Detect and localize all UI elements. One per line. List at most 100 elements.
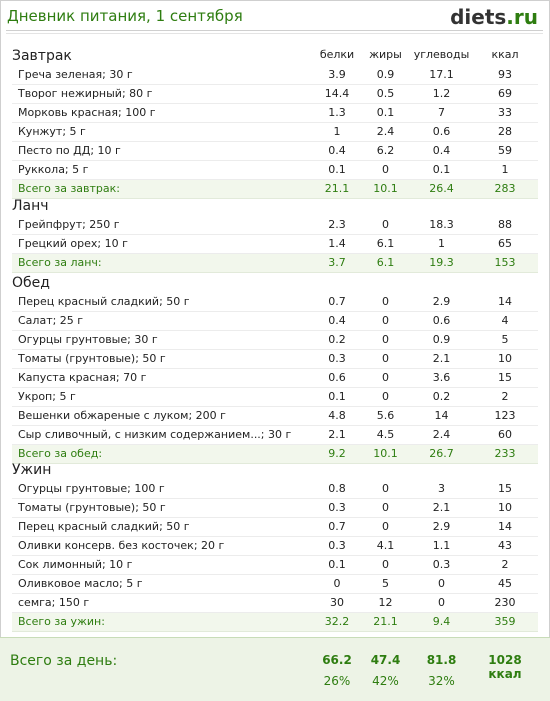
food-carbs-value: 3.6: [432, 371, 451, 384]
food-fat-value: 2.4: [376, 125, 395, 138]
food-fat-value: 6.2: [376, 144, 395, 157]
total-fat-value: 10.1: [373, 182, 398, 195]
total-protein-value: 21.1: [324, 182, 350, 195]
food-fat-value: 0: [382, 314, 389, 327]
food-carbs-value: 1.1: [432, 539, 451, 552]
food-name: Томаты (грунтовые); 50 г: [18, 501, 166, 514]
food-name: Грецкий орех; 10 г: [18, 237, 128, 250]
food-row[interactable]: Кунжут; 5 г 1 2.4 0.6 28: [12, 123, 538, 142]
food-row[interactable]: Творог нежирный; 80 г 14.4 0.5 1.2 69: [12, 85, 538, 104]
food-fat-value: 0: [382, 390, 389, 403]
food-protein-value: 0.3: [328, 501, 346, 514]
food-fat-value: 12: [378, 596, 393, 609]
column-header-carbs: углеводы: [413, 48, 470, 61]
food-fat-value: 0: [382, 352, 389, 365]
food-protein-value: 3.9: [328, 68, 346, 81]
food-row[interactable]: Песто по ДД; 10 г 0.4 6.2 0.4 59: [12, 142, 538, 161]
food-kcal-value: 88: [498, 218, 512, 231]
food-row[interactable]: Греча зеленая; 30 г 3.9 0.9 17.1 93: [12, 66, 538, 85]
meal-title: Завтрак: [12, 48, 72, 64]
total-protein-value: 3.7: [328, 256, 346, 269]
food-fat-value: 0: [382, 295, 389, 308]
food-row[interactable]: Грецкий орех; 10 г 1.4 6.1 1 65: [12, 235, 538, 254]
day-total-label: Всего за день:: [10, 653, 118, 669]
food-kcal-value: 1: [501, 163, 509, 176]
total-protein-value: 9.2: [328, 447, 346, 460]
food-carbs-value: 0: [438, 596, 445, 609]
meal-section: Завтрак Греча зеленая; 30 г 3.9 0.9 17.1 93 Тв…: [12, 46, 538, 199]
food-kcal-value: 4: [501, 314, 509, 327]
food-row[interactable]: семга; 150 г 30 12 0 230: [12, 594, 538, 613]
total-carbs-value: 19.3: [429, 256, 454, 269]
food-row[interactable]: Перец красный сладкий; 50 г 0.7 0 2.9 14: [12, 518, 538, 537]
meal-section: Обед Перец красный сладкий; 50 г 0.7 0 2.9 14…: [12, 273, 538, 464]
food-fat-value: 0.1: [376, 106, 395, 119]
total-kcal-value: 153: [494, 256, 516, 269]
food-row[interactable]: Томаты (грунтовые); 50 г 0.3 0 2.1 10: [12, 350, 538, 369]
meal-total-row: Всего за завтрак: 21.1 10.1 26.4 283: [12, 180, 538, 199]
meal-total-label: Всего за ланч:: [18, 256, 102, 269]
food-protein-value: 0.2: [328, 333, 346, 346]
food-row[interactable]: Руккола; 5 г 0.1 0 0.1 1: [12, 161, 538, 180]
food-row[interactable]: Сок лимонный; 10 г 0.1 0 0.3 2: [12, 556, 538, 575]
food-protein-value: 0.1: [328, 390, 346, 403]
header-divider: [6, 30, 543, 31]
food-row[interactable]: Капуста красная; 70 г 0.6 0 3.6 15: [12, 369, 538, 388]
food-row[interactable]: Перец красный сладкий; 50 г 0.7 0 2.9 14: [12, 293, 538, 312]
food-kcal-value: 10: [498, 352, 512, 365]
total-kcal-value: 283: [494, 182, 516, 195]
day-protein-percent: 26%: [323, 674, 351, 688]
food-row[interactable]: Огурцы грунтовые; 30 г 0.2 0 0.9 5: [12, 331, 538, 350]
food-row[interactable]: Укроп; 5 г 0.1 0 0.2 2: [12, 388, 538, 407]
food-fat-value: 0: [382, 558, 389, 571]
food-row[interactable]: Оливки консерв. без косточек; 20 г 0.3 4.1…: [12, 537, 538, 556]
food-row[interactable]: Огурцы грунтовые; 100 г 0.8 0 3 15: [12, 480, 538, 499]
food-protein-value: 0.1: [328, 163, 346, 176]
food-kcal-value: 14: [498, 295, 512, 308]
food-protein-value: 1: [333, 125, 341, 138]
food-fat-value: 4.5: [376, 428, 395, 441]
total-kcal-value: 233: [494, 447, 516, 460]
food-protein-value: 0.4: [328, 144, 346, 157]
site-logo[interactable]: diets.ru: [450, 5, 538, 29]
food-protein-value: 30: [330, 596, 344, 609]
food-kcal-value: 15: [498, 371, 512, 384]
food-carbs-value: 18.3: [429, 218, 454, 231]
food-fat-value: 0: [382, 163, 389, 176]
total-carbs-value: 26.7: [429, 447, 454, 460]
food-kcal-value: 60: [498, 428, 512, 441]
food-protein-value: 1.3: [328, 106, 346, 119]
food-protein-value: 2.1: [328, 428, 346, 441]
food-name: Сыр сливочный, с низким содержанием...; …: [18, 428, 292, 441]
food-kcal-value: 45: [498, 577, 512, 590]
meal-total-row: Всего за ужин: 32.2 21.1 9.4 359: [12, 613, 538, 632]
food-name: Руккола; 5 г: [18, 163, 89, 176]
food-carbs-value: 2.9: [432, 295, 451, 308]
food-kcal-value: 5: [501, 333, 509, 346]
food-row[interactable]: Грейпфрут; 250 г 2.3 0 18.3 88: [12, 216, 538, 235]
food-carbs-value: 7: [438, 106, 445, 119]
food-kcal-value: 43: [498, 539, 512, 552]
food-row[interactable]: Томаты (грунтовые); 50 г 0.3 0 2.1 10: [12, 499, 538, 518]
meal-title: Ланч: [12, 198, 49, 214]
food-protein-value: 0.6: [328, 371, 346, 384]
food-row[interactable]: Вешенки обжареные с луком; 200 г 4.8 5.6 14…: [12, 407, 538, 426]
food-kcal-value: 69: [498, 87, 512, 100]
food-row[interactable]: Оливковое масло; 5 г 0 5 0 45: [12, 575, 538, 594]
food-name: Перец красный сладкий; 50 г: [18, 520, 190, 533]
food-kcal-value: 33: [498, 106, 512, 119]
food-row[interactable]: Сыр сливочный, с низким содержанием...; …: [12, 426, 538, 445]
food-carbs-value: 2.1: [432, 501, 451, 514]
food-carbs-value: 14: [434, 409, 449, 422]
food-fat-value: 0: [382, 520, 389, 533]
food-protein-value: 4.8: [328, 409, 346, 422]
food-row[interactable]: Салат; 25 г 0.4 0 0.6 4: [12, 312, 538, 331]
food-protein-value: 14.4: [324, 87, 350, 100]
food-row[interactable]: Морковь красная; 100 г 1.3 0.1 7 33: [12, 104, 538, 123]
food-kcal-value: 2: [501, 390, 509, 403]
food-carbs-value: 2.4: [432, 428, 451, 441]
food-protein-value: 0.7: [328, 295, 346, 308]
column-header-fat: жиры: [369, 48, 402, 61]
day-total-carbs: 81.8: [426, 653, 457, 667]
food-kcal-value: 14: [498, 520, 512, 533]
